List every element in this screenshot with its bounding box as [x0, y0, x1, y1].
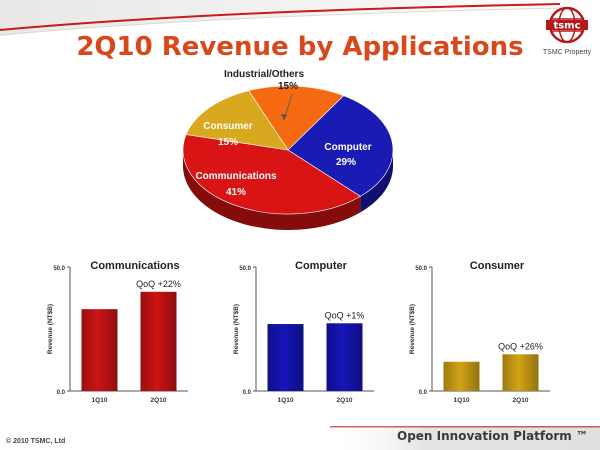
header-swoosh [0, 0, 600, 36]
bar-2Q10 [140, 291, 177, 391]
bar-1Q10 [443, 361, 480, 391]
pie-label-2: Communications [195, 171, 277, 182]
pie-slice-side-1 [360, 150, 393, 213]
chart-title: Computer [295, 260, 348, 272]
logo-text: tsmc [553, 21, 580, 32]
pie-chart: Industrial/Others15%Computer29%Communica… [182, 69, 394, 230]
pie-slice-2 [182, 134, 361, 215]
y-tick-label-top: 50.0 [415, 266, 427, 272]
pie-label-1: Computer [324, 142, 371, 153]
y-axis-label: Revenue (NT$B) [47, 304, 54, 354]
x-tick-label: 2Q10 [513, 397, 529, 404]
pie-slice-0 [248, 85, 345, 151]
bar-chart-computer: Computer 50.0 0.0 Revenue (NT$B) 1Q10 2Q10 QoQ… [233, 260, 374, 404]
pie-value-label-3: 15% [218, 137, 238, 148]
pie-slice-side-2 [183, 150, 361, 230]
bar-1Q10 [267, 324, 304, 391]
logo-caption: TSMC Property [542, 49, 592, 56]
bar-2Q10 [502, 354, 539, 391]
y-tick-label-top: 50.0 [239, 266, 251, 272]
pie-label-0: Industrial/Others [224, 69, 304, 80]
y-tick-label-bottom: 0.0 [57, 390, 66, 396]
qoq-annotation: QoQ +22% [136, 279, 181, 289]
x-tick-label: 1Q10 [278, 397, 294, 404]
qoq-annotation: QoQ +1% [325, 310, 365, 320]
page-title: 2Q10 Revenue by Applications [76, 32, 524, 62]
x-tick-label: 1Q10 [454, 397, 470, 404]
footer-tagline: Open Innovation Platform ™ [397, 429, 588, 443]
y-tick-label-top: 50.0 [53, 266, 65, 272]
y-axis-label: Revenue (NT$B) [409, 304, 416, 354]
chart-title: Communications [90, 260, 179, 272]
y-tick-label-bottom: 0.0 [243, 390, 252, 396]
chart-title: Consumer [470, 260, 525, 272]
x-tick-label: 2Q10 [151, 397, 167, 404]
copyright: © 2010 TSMC, Ltd [6, 438, 66, 445]
pie-slice-3 [185, 90, 289, 151]
pie-value-label-0: 15% [278, 81, 298, 92]
pie-value-label-2: 41% [226, 187, 246, 198]
qoq-annotation: QoQ +26% [498, 341, 543, 351]
bar-1Q10 [81, 309, 118, 391]
tsmc-logo: tsmc TSMC Property [537, 6, 597, 56]
footer-bar [330, 426, 600, 450]
pie-leader-arrow [281, 114, 287, 120]
y-tick-label-bottom: 0.0 [419, 390, 428, 396]
bar-chart-consumer: Consumer 50.0 0.0 Revenue (NT$B) 1Q10 2Q10 QoQ… [409, 260, 550, 404]
bar-chart-communications: Communications 50.0 0.0 Revenue (NT$B) 1Q10 2… [47, 260, 188, 404]
y-axis-label: Revenue (NT$B) [233, 304, 240, 354]
pie-slice-1 [287, 95, 394, 197]
logo-icon: tsmc [546, 6, 588, 44]
x-tick-label: 1Q10 [92, 397, 108, 404]
pie-value-label-1: 29% [336, 157, 356, 168]
bar-2Q10 [326, 323, 363, 391]
x-tick-label: 2Q10 [337, 397, 353, 404]
pie-label-3: Consumer [203, 121, 253, 132]
